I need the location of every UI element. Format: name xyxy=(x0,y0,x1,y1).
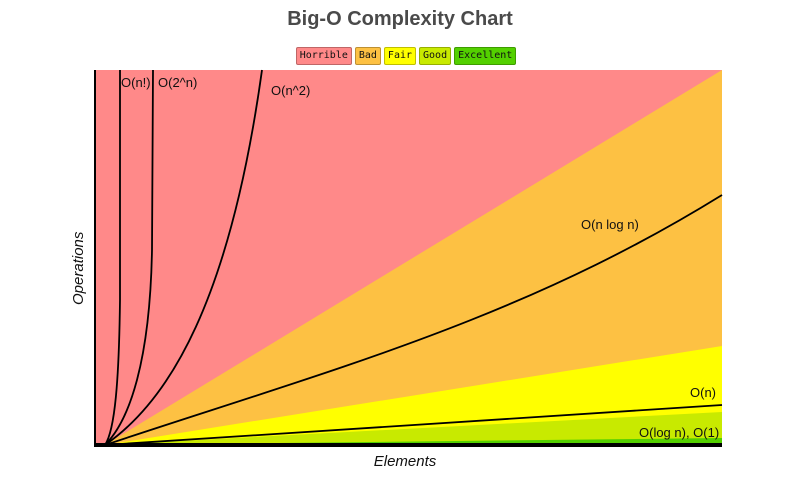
label-quadratic: O(n^2) xyxy=(271,83,311,98)
legend: Horrible Bad Fair Good Excellent xyxy=(0,47,800,65)
curve-exponential xyxy=(104,69,154,446)
x-axis-label: Elements xyxy=(373,453,437,470)
label-linear: O(n) xyxy=(690,385,716,400)
legend-bad: Bad xyxy=(354,47,381,65)
label-linearithmic: O(n log n) xyxy=(581,217,639,232)
legend-excellent: Excellent xyxy=(454,47,517,65)
label-log-const: O(log n), O(1) xyxy=(639,425,720,440)
label-factorial: O(n!) xyxy=(121,75,151,90)
curve-linearithmic xyxy=(104,194,723,446)
label-exponential: O(2^n) xyxy=(158,75,198,90)
legend-fair: Fair xyxy=(383,47,417,65)
curve-quadratic xyxy=(104,69,263,446)
region-bad xyxy=(105,70,722,445)
legend-good: Good xyxy=(419,47,452,65)
y-axis-label: Operations xyxy=(70,231,87,305)
curve-linear xyxy=(104,404,723,446)
legend-horrible: Horrible xyxy=(295,47,352,65)
chart-title: Big-O Complexity Chart xyxy=(287,8,513,30)
region-good xyxy=(105,412,722,445)
curve-factorial xyxy=(104,70,121,446)
